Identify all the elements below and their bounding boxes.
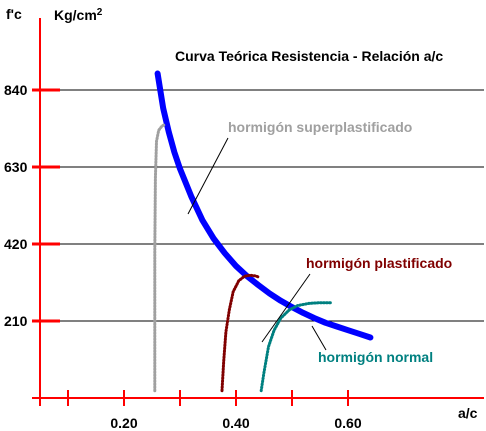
series-line-3 xyxy=(259,301,333,393)
annotation-plastificado: hormigón plastificado xyxy=(306,255,452,271)
chart-title: Curva Teórica Resistencia - Relación a/c xyxy=(175,48,443,64)
y-tick-label-840: 840 xyxy=(4,82,28,98)
series-line-1 xyxy=(153,123,166,393)
series-line-0 xyxy=(154,70,374,341)
axis-layer xyxy=(32,18,484,406)
x-axis-title: a/c xyxy=(458,405,478,421)
x-tick-label-0.40: 0.40 xyxy=(222,415,249,431)
series-layer xyxy=(153,70,374,393)
leader-normal xyxy=(311,325,327,351)
series-line-2 xyxy=(220,273,260,393)
y-tick-label-630: 630 xyxy=(4,159,28,175)
grid-layer xyxy=(40,89,484,322)
annotation-normal: hormigón normal xyxy=(318,349,433,365)
leader-plastificado xyxy=(261,273,311,343)
annotation-superplastificado: hormigón superplastificado xyxy=(228,119,412,135)
x-tick-label-0.20: 0.20 xyxy=(110,415,137,431)
y-tick-label-420: 420 xyxy=(4,236,28,252)
y-axis-title: f'c xyxy=(6,6,22,22)
y-axis-unit: Kg/cm2 xyxy=(54,7,103,23)
leader-superplastificado xyxy=(187,137,229,215)
label-layer: f'c Kg/cm2 Curva Teórica Resistencia - R… xyxy=(4,6,478,431)
leader-layer xyxy=(187,137,327,351)
y-tick-label-210: 210 xyxy=(4,313,28,329)
x-tick-label-0.60: 0.60 xyxy=(334,415,361,431)
